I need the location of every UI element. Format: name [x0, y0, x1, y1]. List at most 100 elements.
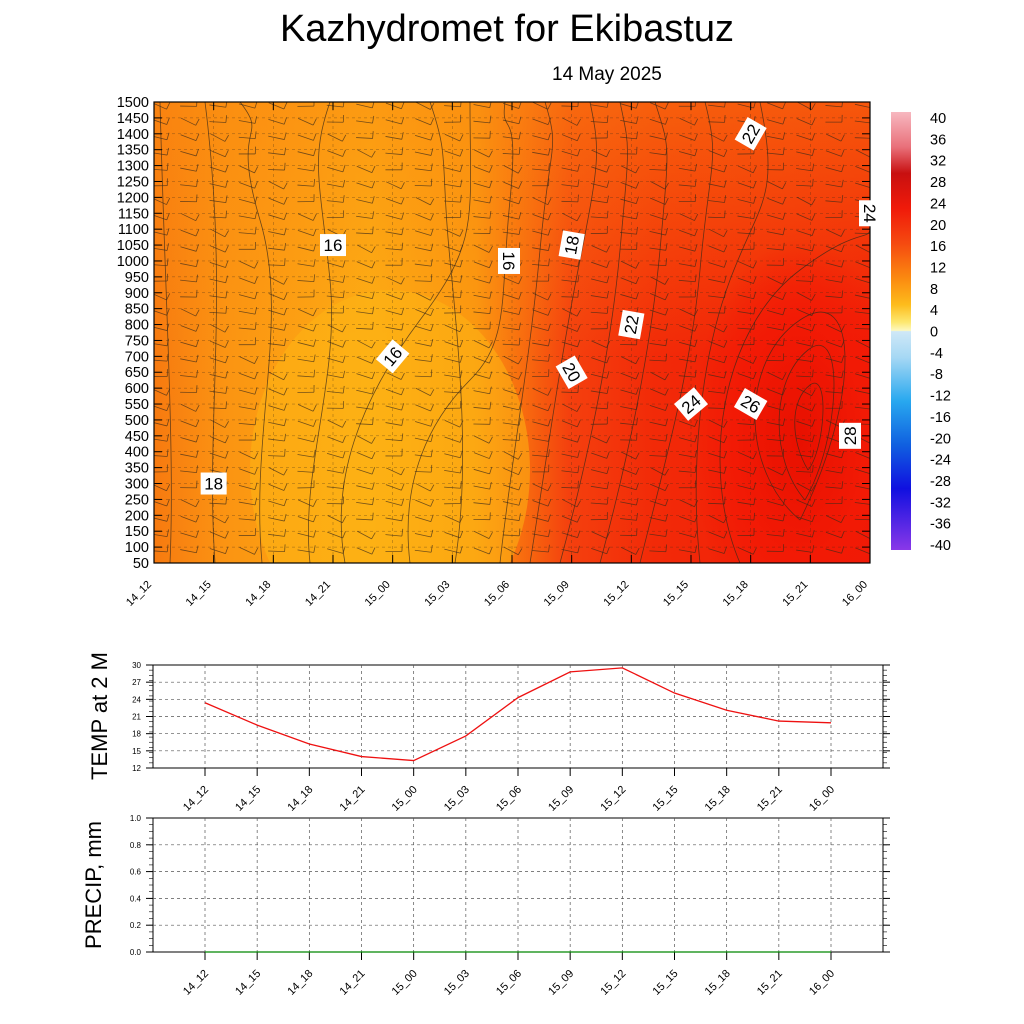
wind-barb: [591, 546, 610, 555]
height-tick-label: 100: [125, 540, 149, 556]
height-tick-label: 200: [125, 508, 149, 524]
wind-barb: [473, 260, 493, 269]
wind-barb: [356, 467, 376, 475]
wind-barb: [326, 370, 346, 379]
contour-label: 28: [839, 422, 861, 449]
wind-barb: [386, 467, 405, 476]
wind-barb: [561, 339, 581, 348]
svg-text:24: 24: [860, 204, 879, 223]
panel-x-tick-label: 14_12: [181, 784, 211, 814]
wind-barb: [297, 133, 317, 141]
wind-barb: [561, 274, 580, 283]
wind-barb: [503, 483, 522, 491]
wind-barb: [239, 547, 259, 555]
wind-barb: [297, 545, 316, 553]
wind-barb: [708, 419, 728, 428]
wind-barb: [708, 340, 728, 348]
svg-text:16: 16: [324, 236, 343, 255]
wind-barb: [503, 181, 523, 189]
height-tick-label: 750: [125, 333, 149, 349]
wind-barb: [356, 115, 375, 124]
wind-barb: [590, 275, 610, 284]
wind-barb: [154, 353, 169, 362]
wind-barb: [238, 146, 256, 155]
wind-barb: [678, 148, 698, 157]
wind-barb: [561, 259, 580, 268]
wind-barb: [415, 499, 434, 507]
wind-barb: [180, 545, 199, 554]
time-tick-label: 16_00: [840, 579, 870, 609]
wind-barb: [766, 433, 785, 442]
wind-barb: [826, 229, 845, 237]
wind-barb: [327, 435, 346, 444]
wind-barb: [766, 498, 786, 507]
wind-barb: [854, 182, 870, 189]
wind-barb: [326, 164, 346, 173]
wind-barb: [473, 401, 492, 410]
wind-barb: [708, 290, 727, 299]
wind-barb: [209, 102, 228, 108]
temp-axes: 14_12 14_15 14_18 14_21 15_00 15_03 15_06 15_09…: [132, 661, 890, 814]
wind-barb: [561, 465, 580, 474]
wind-barb: [414, 274, 433, 282]
wind-barb: [473, 417, 491, 425]
wind-barb: [297, 449, 316, 458]
panel-x-tick-label: 14_12: [181, 968, 211, 998]
wind-barb: [238, 226, 257, 235]
wind-barb: [532, 197, 552, 206]
wind-barb: [180, 117, 200, 126]
wind-barb: [297, 289, 315, 298]
wind-barb: [854, 120, 870, 124]
wind-barb: [649, 544, 667, 553]
contour-label: 18: [558, 230, 585, 260]
wind-barb: [180, 403, 200, 412]
wind-barb: [766, 403, 786, 411]
wind-barb: [796, 529, 815, 538]
wind-barb: [473, 371, 493, 379]
wind-barb: [590, 226, 608, 234]
wind-barb: [678, 354, 698, 363]
wind-barb: [796, 213, 816, 221]
wind-barb: [385, 403, 405, 411]
wind-barb: [414, 369, 433, 378]
wind-barb: [825, 194, 844, 203]
wind-barb: [356, 306, 375, 315]
wind-barb: [561, 194, 579, 203]
wind-barb: [678, 545, 698, 554]
wind-barb: [239, 467, 258, 475]
wind-barb: [855, 165, 870, 173]
wind-barb: [590, 416, 608, 425]
wind-barb: [620, 372, 640, 380]
wind-barb: [239, 451, 259, 460]
colorbar-label: 32: [930, 154, 946, 170]
wind-barb: [326, 496, 345, 505]
wind-barb: [532, 147, 551, 156]
colorbar-label: -28: [930, 474, 951, 490]
wind-barb: [796, 545, 815, 553]
wind-barb: [209, 436, 229, 444]
wind-barb: [415, 292, 435, 301]
wind-barb: [326, 355, 346, 363]
wind-barb: [590, 115, 609, 124]
wind-barb: [268, 418, 287, 427]
wind-barb: [326, 195, 345, 203]
wind-barb: [154, 292, 171, 301]
wind-barb: [679, 515, 698, 523]
wind-barb: [209, 355, 229, 364]
wind-barb: [444, 194, 462, 203]
wind-barb: [386, 181, 405, 190]
wind-barb: [591, 245, 611, 253]
contour-line: [719, 200, 870, 563]
wind-barb: [708, 401, 726, 409]
wind-barb: [796, 292, 816, 301]
wind-barb: [356, 165, 376, 174]
wind-barb: [796, 258, 815, 267]
wind-barb: [268, 292, 288, 301]
wind-barb: [591, 165, 610, 173]
wind-barb: [708, 531, 728, 539]
panel-x-tick-label: 16_00: [807, 968, 837, 998]
wind-barb: [796, 228, 816, 237]
wind-barb: [620, 165, 640, 174]
wind-barb: [678, 259, 698, 267]
